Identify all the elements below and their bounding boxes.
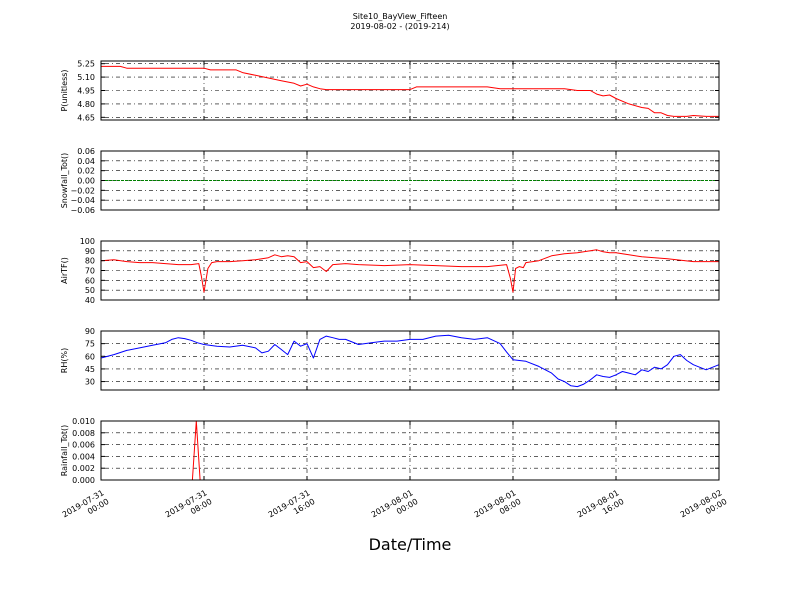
y-tick-label: 0.010 [72, 417, 95, 426]
y-tick-label: 0.06 [77, 147, 95, 156]
y-tick-label: 0.002 [72, 464, 95, 473]
chart-subtitle: 2019-08-02 - (2019-214) [350, 22, 449, 31]
y-tick-label: 4.95 [77, 87, 95, 96]
y-tick-label: 5.10 [77, 73, 95, 82]
y-tick-label: −0.06 [70, 206, 95, 215]
y-tick-label: 0.00 [77, 177, 95, 186]
panel-5: 0.010 0.008 0.006 0.004 0.002 0.000Rainfall_T… [60, 417, 720, 485]
y-axis-label: P(unitless) [60, 69, 69, 111]
y-tick-label: 100 [80, 237, 95, 246]
y-tick-label: 0.004 [72, 452, 95, 461]
y-tick-label: 0.04 [77, 157, 95, 166]
y-tick-label: 4.80 [77, 100, 95, 109]
y-axis-label: Rainfall_Tot() [60, 425, 69, 477]
y-tick-label: 0.006 [72, 441, 95, 450]
panel-1: 5.25 5.10 4.95 4.80 4.65 P(unitless) [60, 60, 720, 122]
y-tick-label: 45 [85, 365, 95, 374]
y-tick-label: 50 [85, 286, 95, 295]
series-line [100, 249, 719, 293]
series-line [100, 334, 720, 388]
panel-4: 90 75 60 45 30 RH(%) [60, 327, 720, 391]
y-tick-label: 5.25 [77, 60, 95, 69]
y-tick-label: 90 [85, 327, 95, 336]
y-axis-label: RH(%) [60, 348, 69, 373]
y-tick-label: 75 [85, 340, 95, 349]
panel-2: 0.060.040.020.00−0.02−0.04−0.06Snowfall_… [60, 147, 720, 215]
y-tick-label: 4.65 [77, 113, 95, 122]
y-tick-label: 0.02 [77, 167, 95, 176]
y-axis-label: AirTF() [60, 257, 69, 284]
y-tick-label: 60 [85, 352, 95, 361]
y-tick-label: 80 [85, 257, 95, 266]
y-tick-label: 90 [85, 247, 95, 256]
y-tick-label: 70 [85, 267, 95, 276]
y-tick-label: 0.000 [72, 476, 95, 485]
y-tick-label: 30 [85, 378, 95, 387]
x-axis-title: Date/Time [369, 535, 452, 554]
chart-panels: 5.255.104.954.804.65P(unitless)0.060.040… [60, 60, 720, 485]
y-tick-label: −0.04 [70, 196, 95, 205]
y-tick-label: 60 [85, 276, 95, 285]
chart-title: Site10_BayView_Fifteen [353, 12, 448, 21]
series-line [101, 65, 719, 117]
y-axis-label: Snowfall_Tot() [60, 153, 69, 209]
y-tick-label: 40 [85, 296, 95, 305]
y-tick-label: −0.02 [70, 186, 95, 195]
y-tick-label: 0.008 [72, 429, 95, 438]
